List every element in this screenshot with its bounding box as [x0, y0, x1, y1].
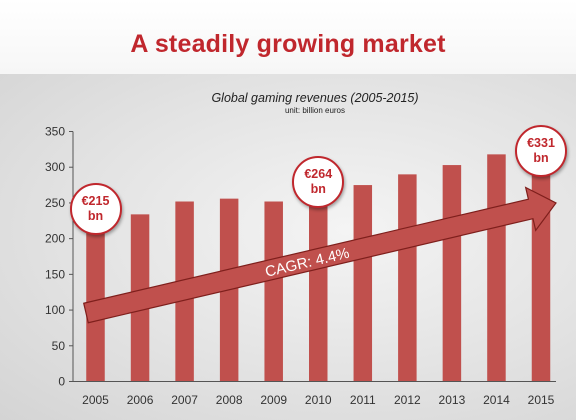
bar-2012 [398, 174, 417, 382]
page-title: A steadily growing market [130, 30, 446, 58]
cagr-arrow-shape [83, 186, 557, 324]
x-tick-label: 2015 [528, 393, 555, 407]
y-tick-label: 250 [45, 196, 65, 210]
y-tick-label: 200 [45, 232, 65, 246]
callout-2010: €264 bn [292, 156, 345, 208]
x-tick-label: 2007 [171, 393, 198, 407]
x-tick-label: 2006 [127, 393, 154, 407]
title-band [0, 0, 576, 74]
bar-2013 [442, 165, 462, 382]
x-tick-label: 2008 [216, 393, 243, 407]
callout-unit: bn [533, 151, 549, 165]
chart-unit-label: unit: billion euros [284, 106, 346, 115]
y-tick-label: 100 [45, 303, 65, 317]
callout-value: €331 [527, 136, 555, 150]
bar-2009 [264, 201, 283, 382]
callout-unit: bn [310, 182, 326, 196]
y-tick-label: 300 [45, 160, 65, 174]
y-tick-label: 150 [45, 267, 65, 281]
x-tick-label: 2009 [260, 393, 287, 407]
y-tick-label: 0 [58, 375, 65, 389]
x-tick-label: 2013 [439, 393, 466, 407]
callout-unit: bn [87, 209, 104, 223]
bar-2010 [309, 192, 328, 382]
y-tick-label: 350 [45, 125, 65, 139]
callout-value: €215 [81, 194, 110, 208]
callout-2015: €331 bn [515, 125, 567, 177]
x-tick-label: 2012 [394, 393, 421, 407]
bar-2014 [487, 154, 506, 382]
x-tick-label: 2005 [82, 393, 109, 407]
callout-value: €264 [304, 167, 333, 181]
callout-2005: €215 bn [69, 183, 122, 235]
bar-2011 [353, 185, 373, 382]
chart-title: Global gaming revenues (2005-2015) [211, 91, 419, 105]
x-tick-label: 2014 [483, 393, 510, 407]
y-tick-label: 50 [52, 339, 66, 353]
x-tick-label: 2010 [305, 393, 332, 407]
y-axis: 0 50 100 150 200 250 300 350 [45, 125, 74, 389]
x-axis: 2005 2006 2007 2008 2009 2010 2011 2012 2013 2014… [73, 381, 556, 407]
x-tick-label: 2011 [350, 393, 376, 407]
bar-2015 [531, 145, 551, 382]
